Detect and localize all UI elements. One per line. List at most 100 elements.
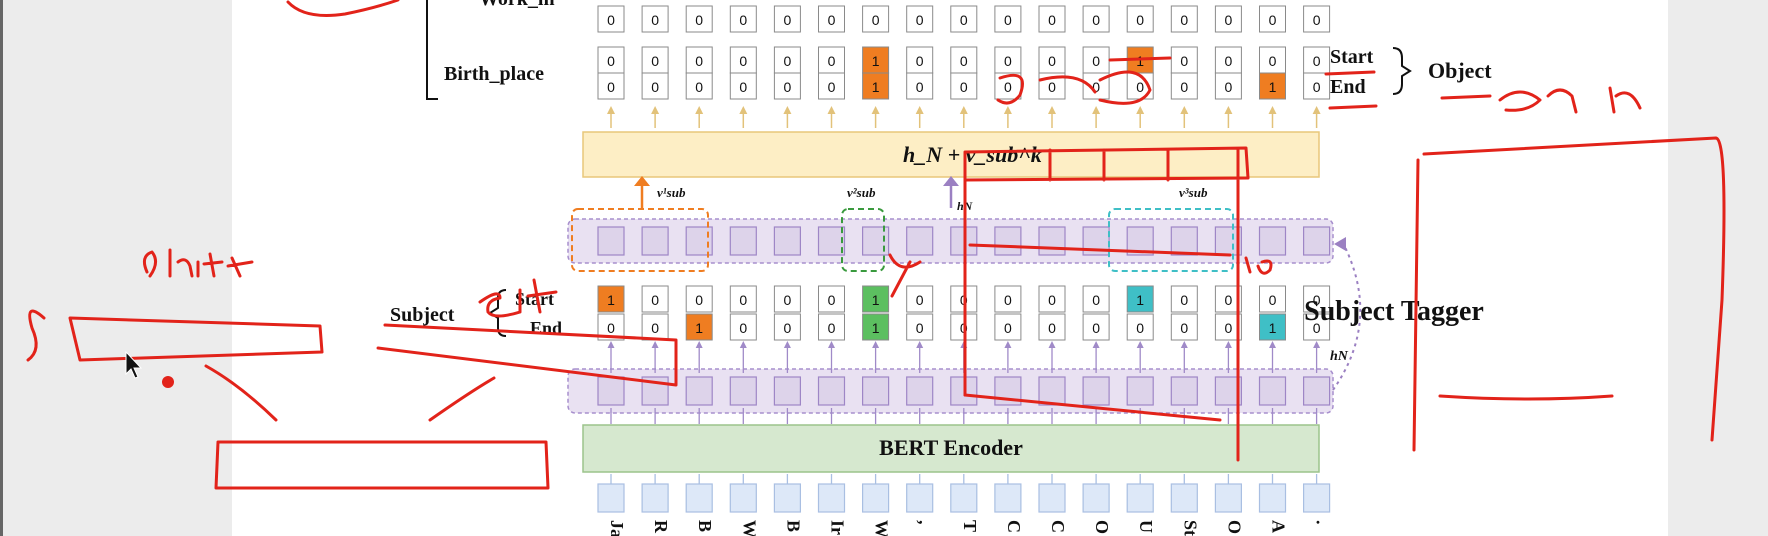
token-label: Ir: [828, 520, 848, 535]
birth-place-end-cell: [1259, 72, 1286, 100]
subject-end-cell: [1126, 313, 1154, 341]
subject-end-cell: [862, 313, 890, 341]
work-in-cell: [1214, 5, 1242, 33]
token-label: Ja: [607, 520, 627, 536]
subject-tagger-label: Subject Tagger: [1304, 296, 1484, 327]
token-box: [1082, 483, 1110, 513]
subject-start-value: 0: [1313, 292, 1321, 308]
birth-place-end-cell: [818, 72, 845, 100]
relation-bracket: [426, 0, 438, 100]
work-in-row: 0 0 0 0 0 0 0 0 0 0 0 0 0 0 0 0 0: [597, 5, 1331, 33]
object-label: Object: [1428, 58, 1492, 83]
birth-place-end-value: 0: [1180, 79, 1188, 95]
subject-tag-rows: 1 0 0 0 0 0 1 0 0 0 0 0 1 0 0 0 00 0 1 0 0 0 1 0 0 0 0 0 0 0 0 1 0: [597, 285, 1331, 341]
up-arrowhead: [915, 106, 924, 114]
token-label: A: [1269, 520, 1289, 533]
hidden-cell: [817, 226, 846, 256]
work-in-cell: [950, 5, 978, 33]
work-in-cell: [1170, 5, 1198, 33]
token-label: O: [1224, 520, 1244, 534]
tagger-arrowhead: [783, 341, 791, 348]
birth-place-end-value: 0: [960, 79, 968, 95]
work-in-value: 0: [695, 12, 703, 28]
subject-end-value: 1: [872, 320, 880, 336]
token-label: B: [783, 520, 803, 532]
hidden-cell: [773, 226, 802, 256]
birth-place-start-value: 0: [1313, 53, 1321, 69]
up-arrowhead: [1224, 106, 1233, 114]
work-in-value: 0: [739, 12, 747, 28]
hidden-cell: [1126, 376, 1154, 406]
subject-end-cell: [1082, 313, 1110, 341]
token-box: [1214, 483, 1243, 513]
subject-end-cell: [641, 313, 669, 341]
token-label: T: [960, 520, 980, 532]
hidden-cell: [597, 226, 625, 256]
birth-place-end-cell: [641, 72, 669, 100]
subject-start-cell: [685, 285, 713, 313]
subject-start-value: 0: [695, 292, 703, 308]
token-box: [729, 483, 757, 513]
subject-start-cell: [862, 285, 890, 313]
birth-place-start-cell: [950, 46, 978, 74]
v1-arrowhead: [634, 176, 650, 186]
hidden-cell: [685, 226, 713, 256]
birth-place-end-value: 0: [1092, 79, 1100, 95]
right-large-box: [1412, 136, 1726, 452]
up-arrowhead: [607, 106, 615, 114]
birth-place-start-cell: [1038, 46, 1066, 74]
subject-start-value: 0: [1180, 292, 1188, 308]
subject-start-cell: [1038, 285, 1066, 313]
tagger-arrowhead: [1313, 341, 1321, 348]
hidden-cell: [1170, 376, 1198, 406]
hidden-cell: [1302, 376, 1331, 406]
work-in-value: 0: [828, 12, 836, 28]
subject-end-value: 0: [739, 320, 747, 336]
token-box: [950, 483, 978, 513]
subject-end-value: 0: [1048, 320, 1056, 336]
left-lower-box: [214, 440, 550, 490]
birth-place-start-value: 0: [1004, 53, 1012, 69]
v2-highlight: [841, 208, 885, 272]
subject-end-box: [376, 323, 678, 387]
up-arrowhead: [695, 106, 704, 114]
work-in-value: 0: [1136, 12, 1144, 28]
up-arrowhead: [1180, 106, 1189, 114]
token-box: [773, 483, 802, 513]
hidden-cell: [729, 376, 757, 406]
tagger-arrowhead: [739, 341, 747, 348]
subject-start-cell: [818, 285, 845, 313]
token-label: C: [1004, 520, 1024, 533]
birth-place-start-cell: [729, 46, 757, 74]
subject-start-cell: [597, 285, 625, 313]
subject-end-value: 0: [651, 320, 659, 336]
subject-start-cell: [641, 285, 669, 313]
tagger-arrowhead: [1224, 341, 1232, 348]
token-box: [1302, 483, 1331, 513]
token-box: [1258, 483, 1287, 513]
work-in-label: Work_in: [479, 0, 555, 10]
up-arrowhead: [1136, 106, 1145, 114]
work-in-cell: [1126, 5, 1154, 33]
handwritten-annotations: [26, 0, 1726, 490]
work-in-value: 0: [1313, 12, 1321, 28]
bert-encoder-label: BERT Encoder: [879, 435, 1023, 460]
up-arrowhead: [1003, 106, 1012, 114]
subject-vector-cells: [597, 226, 1331, 256]
object-start-underline: [1324, 70, 1376, 76]
up-arrowhead: [1092, 106, 1101, 114]
hn-curve-arrow: [1332, 242, 1362, 391]
subject-start-value: 1: [607, 292, 615, 308]
token-box: [994, 483, 1022, 513]
subject-end-value: 0: [1180, 320, 1188, 336]
work-in-value: 0: [1004, 12, 1012, 28]
subject-start-value: 0: [784, 292, 792, 308]
birth-place-start-cell: [597, 46, 625, 74]
subject-end-cell: [773, 313, 801, 341]
red-dot: [162, 376, 174, 388]
subject-start-value: 0: [1269, 292, 1277, 308]
birth-place-start-value: 0: [916, 53, 924, 69]
birth-place-end-cell: [685, 72, 713, 100]
hidden-cell: [1258, 376, 1287, 406]
birth-place-end-cell: [950, 72, 978, 100]
